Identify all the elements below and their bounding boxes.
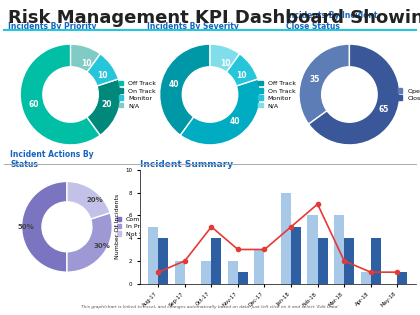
Text: Incidents By Severity: Incidents By Severity [147,22,239,31]
Wedge shape [67,213,112,272]
Wedge shape [299,44,349,124]
Text: 10: 10 [81,59,91,68]
Wedge shape [71,44,100,72]
Text: 30%: 30% [93,243,110,249]
Legend: Completed, In Progress, Not Started: Completed, In Progress, Not Started [116,215,164,238]
Text: 10: 10 [220,59,231,68]
Bar [361,272,371,284]
Wedge shape [309,44,400,145]
Wedge shape [67,181,110,219]
Bar [228,261,238,284]
Text: 60: 60 [29,100,39,109]
Text: Incident Summary: Incident Summary [140,160,233,169]
Bar [211,238,221,284]
Bar [201,261,211,284]
Legend: Off Track, On Track, Monitor, N/A: Off Track, On Track, Monitor, N/A [118,80,158,109]
Wedge shape [87,54,118,86]
Bar [371,238,381,284]
Wedge shape [226,54,258,86]
Wedge shape [210,44,240,72]
Bar [148,227,158,284]
Bar [344,238,354,284]
Bar [238,272,248,284]
Text: Risk Management KPI Dashboard Showing Incidents...: Risk Management KPI Dashboard Showing In… [8,9,420,27]
Text: 40: 40 [168,80,179,89]
Bar [255,249,265,284]
Bar [158,238,168,284]
Bar [281,193,291,284]
Bar [397,272,407,284]
Text: 10: 10 [236,71,247,80]
Text: 10: 10 [97,71,108,80]
Legend: Open, Close: Open, Close [396,87,420,102]
Bar [307,215,318,284]
Wedge shape [160,44,210,135]
Bar [334,215,344,284]
Wedge shape [21,181,67,272]
Y-axis label: Number Of Incidents: Number Of Incidents [115,194,120,260]
Text: 35: 35 [310,75,320,84]
Legend: Off Track, On Track, Monitor, N/A: Off Track, On Track, Monitor, N/A [257,80,297,109]
Bar [318,238,328,284]
Text: Incident Actions By
Status: Incident Actions By Status [10,150,94,169]
Text: 20: 20 [102,100,112,109]
Text: 20%: 20% [86,198,103,203]
Text: Incidents By Priority: Incidents By Priority [8,22,96,31]
Wedge shape [180,79,260,145]
Text: 40: 40 [229,117,240,125]
Wedge shape [87,79,121,135]
Text: This graph/chart is linked to excel, and changes automatically based on data. Ju: This graph/chart is linked to excel, and… [81,305,339,309]
Text: 65: 65 [378,105,389,114]
Bar [175,261,185,284]
Text: Incidents By Incident
Close Status: Incidents By Incident Close Status [286,11,378,31]
Text: 50%: 50% [18,224,34,230]
Wedge shape [20,44,100,145]
Bar [291,227,301,284]
